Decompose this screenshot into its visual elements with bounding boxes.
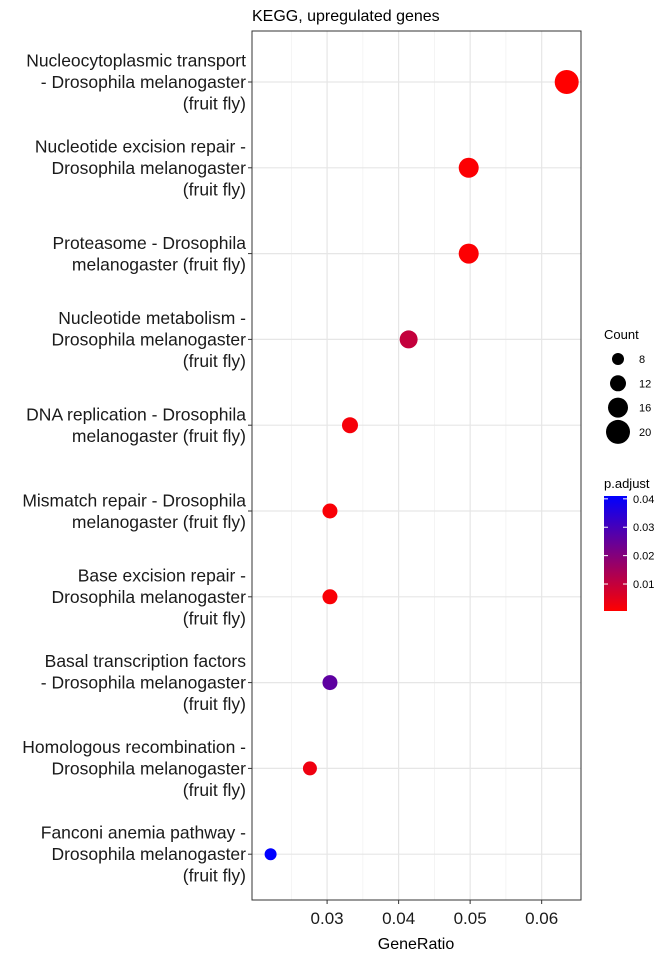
y-tick-label: (fruit fly) [183,179,246,199]
plot-panel [252,31,581,900]
x-tick-label: 0.03 [311,909,344,928]
y-tick-label: Nucleotide excision repair - [35,136,246,156]
y-tick-label: DNA replication - Drosophila [26,404,246,424]
data-point [264,848,277,861]
colorbar-tick-label: 0.03 [633,522,654,534]
data-point [458,157,479,178]
y-tick-label: Homologous recombination - [22,737,246,757]
data-point [322,589,338,605]
y-tick-label: (fruit fly) [183,780,246,800]
data-point [554,70,579,94]
y-tick-label: - Drosophila melanogaster [41,673,246,693]
count-legend-label: 12 [639,378,651,390]
y-tick-label: melanogaster (fruit fly) [72,426,246,446]
y-tick-label: (fruit fly) [183,866,246,886]
y-tick-label: - Drosophila melanogaster [41,72,246,92]
y-tick-label: melanogaster (fruit fly) [72,512,246,532]
p-adjust-colorbar [604,496,627,611]
data-point [399,330,418,349]
y-tick-label: Nucleotide metabolism - [58,308,246,328]
grid-lines [252,31,581,900]
count-legend-label: 16 [639,403,651,415]
x-axis: 0.03 0.04 0.05 0.06 [311,900,558,928]
data-points [264,70,579,861]
y-tick-label: (fruit fly) [183,94,246,114]
y-tick-label: (fruit fly) [183,694,246,714]
colorbar-tick-label: 0.01 [633,579,654,591]
y-tick-label: Drosophila melanogaster [51,329,246,349]
colorbar-tick-label: 0.04 [633,494,654,506]
x-tick-label: 0.04 [382,909,415,928]
y-tick-label: Mismatch repair - Drosophila [22,490,246,510]
y-tick-label: Drosophila melanogaster [51,758,246,778]
count-legend-key [612,353,624,365]
count-legend-label: 8 [639,354,645,366]
y-axis-labels: Nucleocytoplasmic transport- Drosophila … [22,51,252,886]
y-tick-label: melanogaster (fruit fly) [72,254,246,274]
data-point [322,675,338,691]
y-tick-label: (fruit fly) [183,608,246,628]
chart-title: KEGG, upregulated genes [252,8,440,25]
x-axis-title: GeneRatio [378,936,455,953]
data-point [302,761,317,776]
count-legend-key [608,397,628,418]
count-legend-key [610,375,626,392]
x-tick-label: 0.06 [525,909,558,928]
count-legend-key [606,419,630,444]
p-adjust-legend-title: p.adjust [604,476,650,491]
y-tick-label: Proteasome - Drosophila [52,233,246,253]
y-tick-label: Drosophila melanogaster [51,158,246,178]
y-tick-label: Basal transcription factors [45,651,247,671]
y-tick-label: Fanconi anemia pathway - [41,823,246,843]
data-point [458,243,479,264]
y-tick-label: Drosophila melanogaster [51,844,246,864]
x-tick-label: 0.05 [454,909,487,928]
y-tick-label: Base excision repair - [78,565,246,585]
count-legend-title: Count [604,327,639,342]
colorbar-tick-label: 0.02 [633,551,654,563]
count-legend-label: 20 [639,427,651,439]
y-tick-label: Nucleocytoplasmic transport [26,51,246,71]
y-tick-label: Drosophila melanogaster [51,587,246,607]
data-point [322,503,338,519]
y-tick-label: (fruit fly) [183,351,246,371]
data-point [341,417,358,434]
p-adjust-legend: p.adjust 0.04 0.03 0.02 0.01 [604,476,654,611]
plot-border [251,30,582,901]
